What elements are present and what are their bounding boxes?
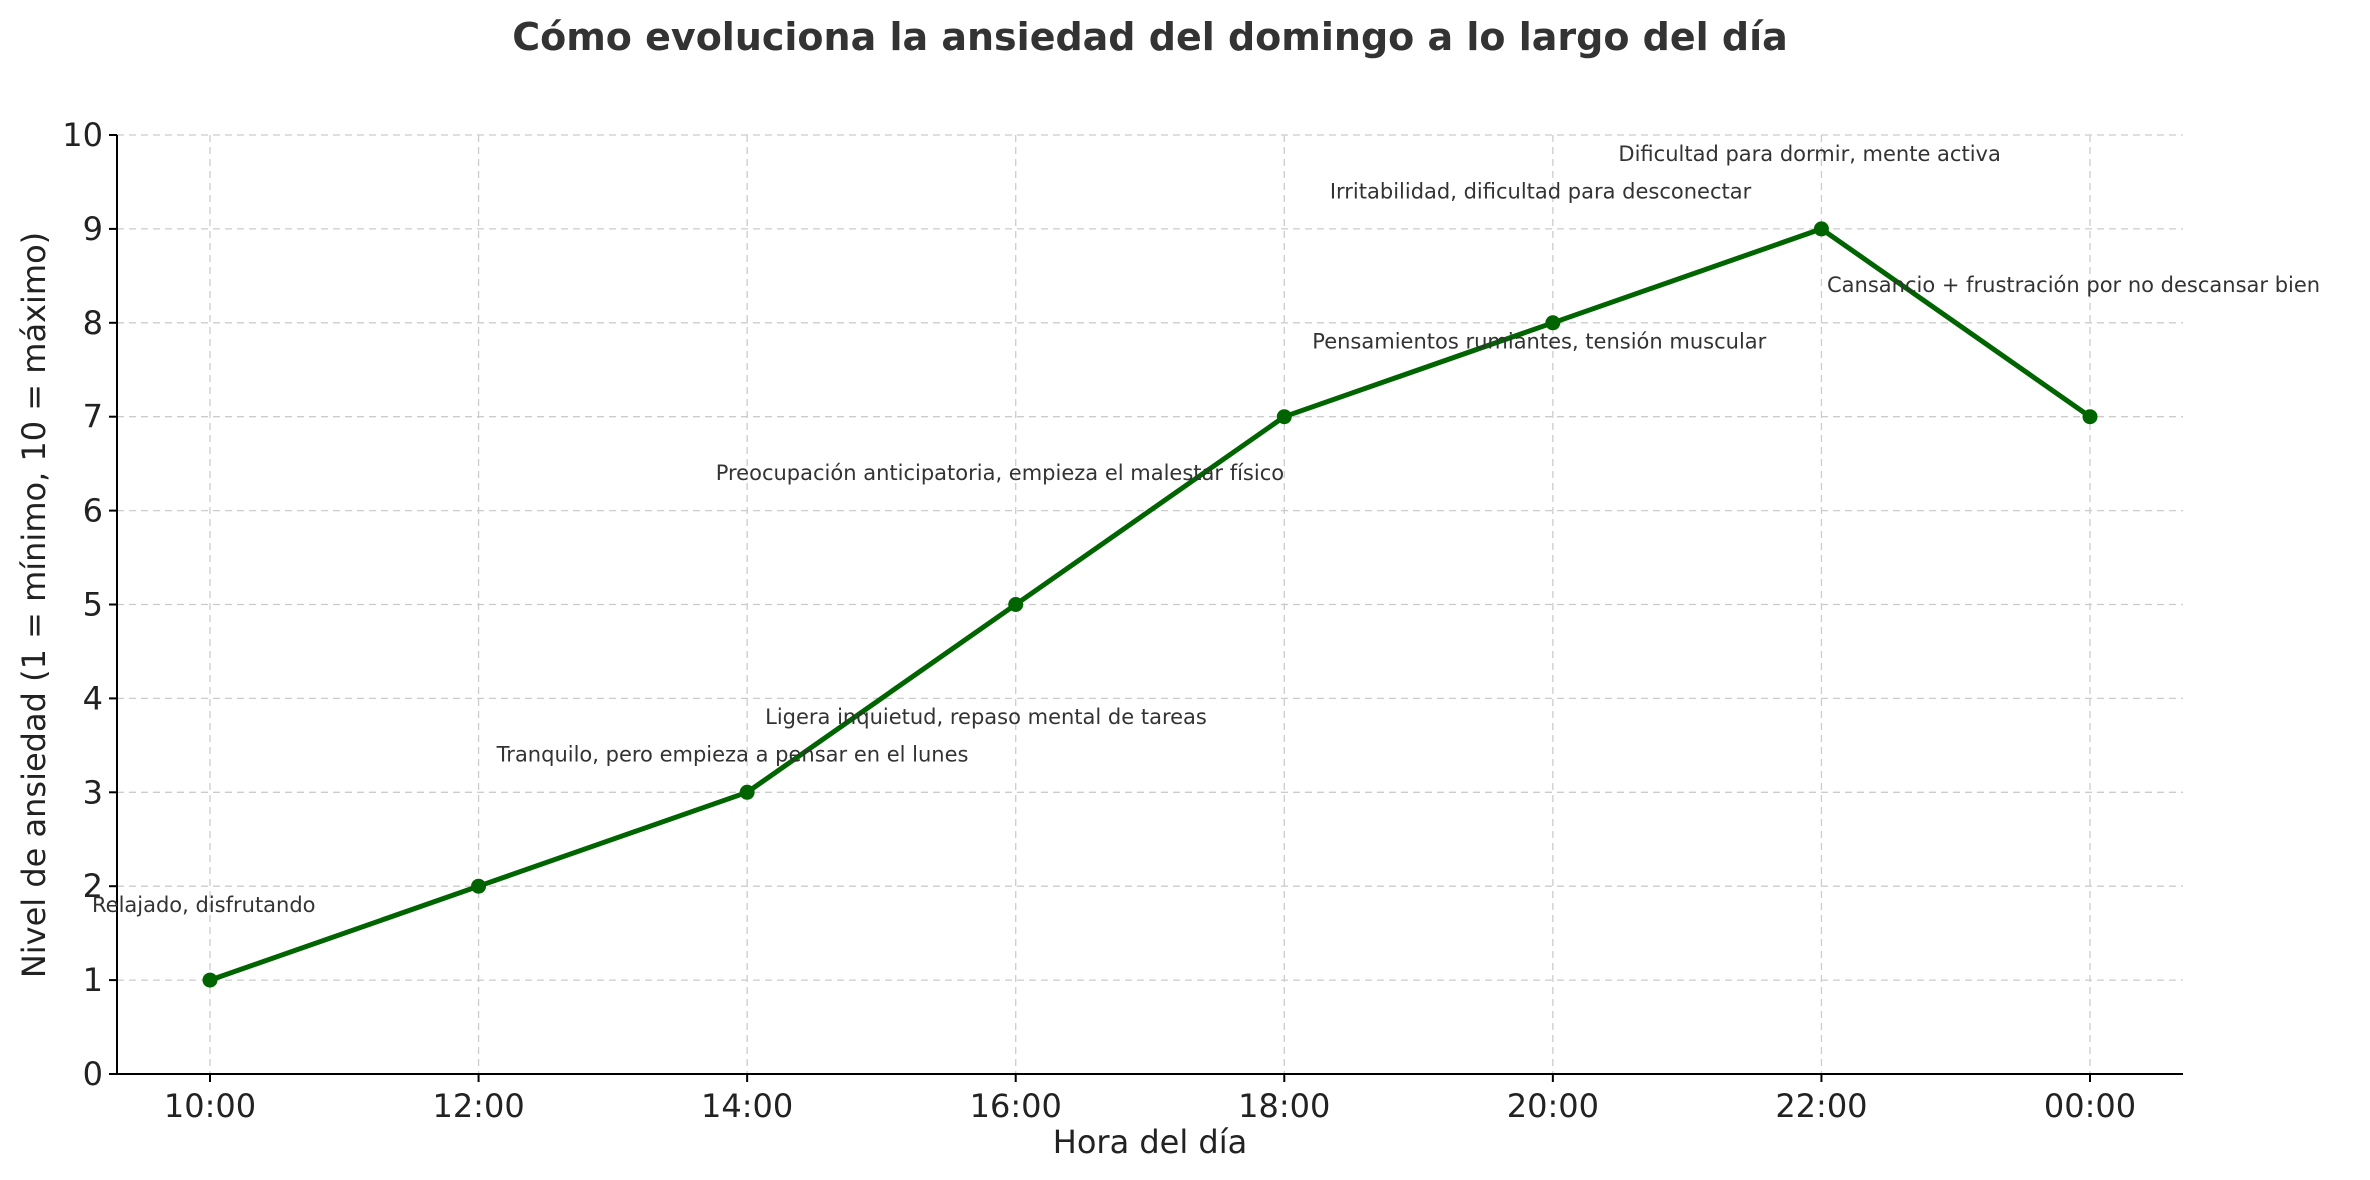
y-tick-label: 0 bbox=[83, 1055, 103, 1093]
annotation-label: Dificultad para dormir, mente activa bbox=[1618, 142, 2000, 166]
x-tick-label: 20:00 bbox=[1507, 1087, 1599, 1125]
x-tick-label: 00:00 bbox=[2044, 1087, 2136, 1125]
data-point bbox=[202, 972, 218, 988]
x-axis-label: Hora del día bbox=[1053, 1123, 1247, 1161]
x-tick-label: 16:00 bbox=[970, 1087, 1062, 1125]
annotation-label: Preocupación anticipatoria, empieza el m… bbox=[716, 461, 1284, 485]
y-tick-label: 6 bbox=[83, 492, 103, 530]
annotation-label: Pensamientos rumiantes, tensión muscular bbox=[1312, 330, 1766, 354]
annotation-label: Cansancio + frustración por no descansar… bbox=[1827, 273, 2320, 297]
ticks: 10:00 12:00 14:00 16:00 18:00 20:00 22:00 00:00… bbox=[62, 116, 2136, 1125]
chart-title: Cómo evoluciona la ansiedad del domingo … bbox=[512, 15, 1788, 59]
data-point bbox=[2082, 409, 2098, 425]
y-tick-label: 9 bbox=[83, 210, 103, 248]
y-tick-label: 7 bbox=[83, 398, 103, 436]
annotations: Relajado, disfrutando Tranquilo, pero emp… bbox=[92, 142, 2320, 917]
annotation-label: Irritabilidad, dificultad para desconect… bbox=[1330, 179, 1752, 203]
annotation-label: Tranquilo, pero empieza a pensar en el l… bbox=[496, 743, 969, 767]
data-point bbox=[1008, 597, 1024, 612]
grid bbox=[117, 134, 2183, 1074]
y-tick-label: 4 bbox=[83, 679, 103, 717]
y-axis-label: Nivel de ansiedad (1 = mínimo, 10 = máxi… bbox=[15, 232, 53, 978]
x-tick-label: 18:00 bbox=[1238, 1087, 1330, 1125]
y-tick-label: 5 bbox=[83, 586, 103, 624]
y-tick-label: 8 bbox=[83, 304, 103, 342]
annotation-label: Relajado, disfrutando bbox=[92, 893, 316, 917]
x-tick-label: 10:00 bbox=[164, 1087, 256, 1125]
x-tick-label: 12:00 bbox=[432, 1087, 524, 1125]
annotation-label: Ligera inquietud, repaso mental de tarea… bbox=[765, 705, 1207, 729]
y-tick-label: 10 bbox=[62, 116, 103, 154]
series-line bbox=[207, 226, 2093, 983]
y-tick-label: 1 bbox=[83, 961, 103, 999]
x-tick-label: 22:00 bbox=[1775, 1087, 1867, 1125]
series bbox=[202, 221, 2098, 988]
y-tick-label: 3 bbox=[83, 773, 103, 811]
data-point bbox=[1813, 221, 1829, 237]
data-point bbox=[739, 784, 755, 800]
y-tick-label: 2 bbox=[83, 867, 103, 905]
data-point bbox=[1545, 315, 1561, 331]
data-point bbox=[1276, 409, 1292, 425]
x-tick-label: 14:00 bbox=[701, 1087, 793, 1125]
data-point bbox=[471, 878, 487, 894]
